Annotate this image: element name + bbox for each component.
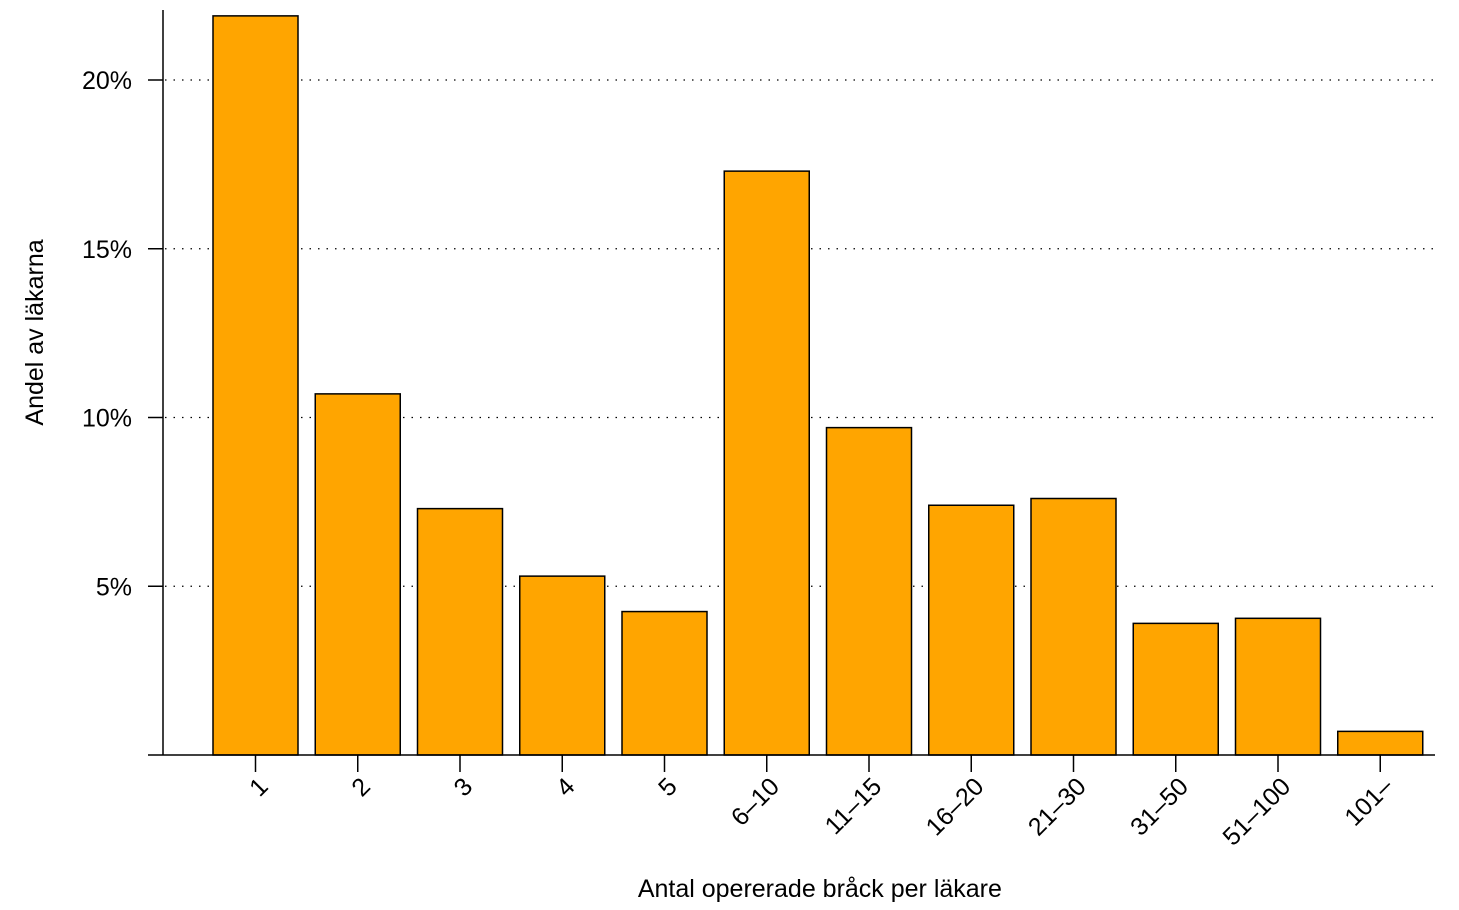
axes (148, 10, 1435, 756)
x-tick-label: 5 (653, 772, 683, 802)
bar-2 (314, 393, 401, 756)
x-tick-label: 3 (449, 772, 479, 802)
bar-1 (212, 15, 299, 756)
x-tick-label: 11–15 (820, 772, 888, 840)
y-axis-title: Andel av läkarna (21, 239, 49, 425)
bar-11–15 (825, 426, 913, 756)
bars (212, 15, 1424, 756)
bar-6–10 (723, 170, 810, 756)
bar-3 (416, 507, 504, 756)
bar-31–50 (1132, 622, 1219, 756)
y-tick-label: 5% (96, 573, 132, 601)
x-tick-label: 31–50 (1125, 772, 1194, 841)
bar-101– (1337, 730, 1424, 756)
bar-5 (621, 610, 708, 756)
bar-51–100 (1234, 617, 1322, 756)
x-tick-label: 101– (1339, 772, 1398, 831)
x-tick-label: 21–30 (1023, 772, 1092, 841)
x-tick-label: 6–10 (726, 772, 785, 831)
x-tick-label: 4 (551, 772, 581, 802)
x-tick-label: 1 (244, 772, 274, 802)
x-tick-label: 16–20 (921, 772, 990, 841)
y-tick-label: 10% (82, 405, 132, 433)
y-tick-label: 15% (82, 236, 132, 264)
x-ticks: 1 2 3 4 5 6–10 11–15 16–20 21–30 31–50 51–100 101– (244, 755, 1399, 851)
bar-21–30 (1030, 497, 1117, 756)
y-tick-label: 20% (82, 67, 132, 95)
x-tick-label: 51–100 (1217, 772, 1296, 851)
bar-16–20 (928, 504, 1015, 756)
bar-4 (519, 575, 606, 756)
x-axis-title: Antal opererade bråck per läkare (638, 875, 1002, 903)
x-tick-label: 2 (346, 772, 376, 802)
y-ticks: 5% 10% 15% 20% (82, 67, 163, 601)
